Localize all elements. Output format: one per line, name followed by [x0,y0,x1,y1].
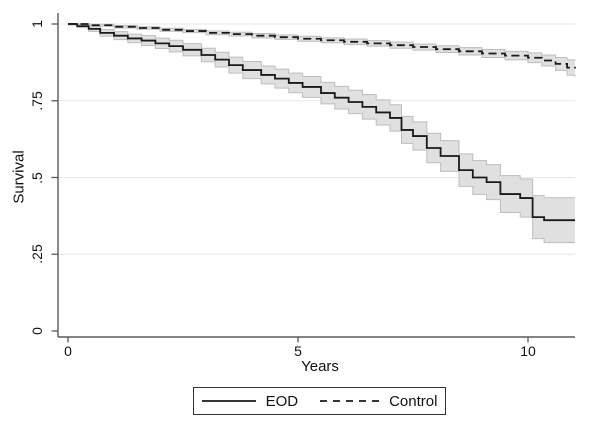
y-tick-label-.25: .25 [29,244,45,264]
x-axis-title: Years [301,358,339,375]
y-tick-label-0: 0 [29,327,45,335]
y-tick-label-.75: .75 [29,91,45,111]
legend-item-eod: EOD [201,392,299,410]
legend-box: EOD Control [193,387,446,415]
control-dashed-line-sample [320,400,380,402]
legend-label-eod: EOD [265,392,299,410]
y-tick-label-.5: .5 [29,171,45,184]
y-tick-label-1: 1 [29,20,45,28]
x-tick-label-5: 5 [294,343,302,359]
legend-label-control: Control [389,392,438,410]
x-tick-label-10: 10 [520,343,536,359]
y-axis-title: Survival [10,150,28,204]
legend-item-control: Control [320,393,437,410]
eod-solid-line-sample [201,400,256,402]
x-tick-label-0: 0 [64,343,72,359]
